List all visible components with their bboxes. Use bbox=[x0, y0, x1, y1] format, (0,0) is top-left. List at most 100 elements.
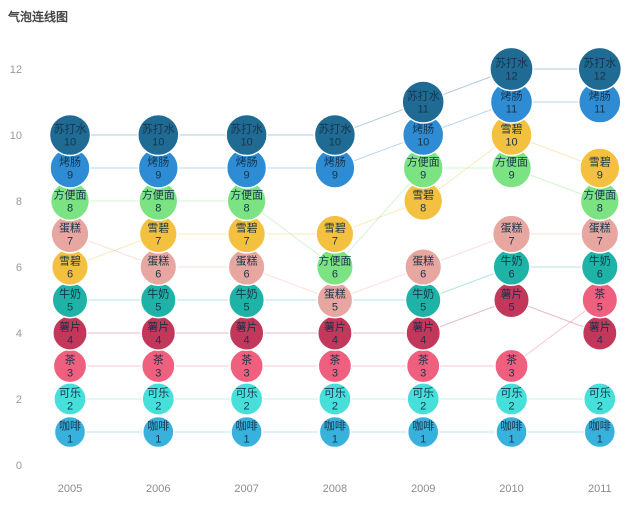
bubble-value: 9 bbox=[508, 170, 514, 182]
bubble-label: 可乐 bbox=[236, 387, 258, 400]
bubble-label: 薯片 bbox=[501, 288, 523, 301]
bubble-value: 1 bbox=[155, 434, 161, 446]
bubble-label: 咖啡 bbox=[589, 419, 611, 433]
bubble-label: 方便面 bbox=[230, 188, 263, 202]
bubble-value: 2 bbox=[67, 401, 73, 413]
bubble-苏打水[interactable] bbox=[401, 80, 446, 124]
bubble-label: 可乐 bbox=[59, 387, 81, 400]
bubble-蛋糕[interactable] bbox=[491, 214, 532, 254]
bubble-value: 9 bbox=[332, 170, 338, 182]
bubble-label: 薯片 bbox=[236, 321, 258, 334]
bubble-label: 苏打水 bbox=[495, 56, 528, 70]
bubble-苏打水[interactable] bbox=[225, 113, 268, 157]
bubble-咖啡[interactable] bbox=[495, 415, 528, 449]
bubble-咖啡[interactable] bbox=[583, 415, 617, 449]
series-line-方便面 bbox=[334, 167, 424, 268]
bubble-value: 10 bbox=[329, 137, 341, 149]
bubble-label: 可乐 bbox=[147, 387, 169, 400]
bubble-label: 烤肠 bbox=[147, 155, 169, 169]
bubble-label: 方便面 bbox=[318, 254, 351, 268]
bubble-value: 9 bbox=[67, 170, 73, 182]
bubble-label: 咖啡 bbox=[147, 419, 169, 433]
bubble-咖啡[interactable] bbox=[230, 415, 263, 449]
bubble-value: 12 bbox=[505, 71, 517, 83]
bubble-苏打水[interactable] bbox=[577, 46, 623, 92]
bubble-苏打水[interactable] bbox=[48, 113, 92, 157]
bubble-label: 烤肠 bbox=[324, 155, 346, 169]
bubble-value: 1 bbox=[597, 434, 603, 446]
bubble-label: 雪碧 bbox=[589, 156, 611, 169]
y-axis-tick-label: 2 bbox=[16, 394, 22, 406]
bubble-label: 苏打水 bbox=[583, 56, 616, 70]
bubble-label: 咖啡 bbox=[324, 419, 346, 433]
bubble-value: 8 bbox=[67, 203, 73, 215]
x-axis-year-label: 2009 bbox=[411, 483, 435, 495]
bubble-label: 薯片 bbox=[324, 321, 346, 334]
bubble-value: 11 bbox=[594, 104, 605, 116]
bubble-value: 8 bbox=[597, 203, 603, 215]
bubble-咖啡[interactable] bbox=[142, 415, 175, 449]
bubble-value: 8 bbox=[420, 203, 426, 215]
bubble-value: 5 bbox=[67, 302, 73, 314]
x-axis-year-label: 2006 bbox=[146, 483, 170, 495]
bubble-value: 12 bbox=[594, 71, 606, 83]
bubble-蛋糕[interactable] bbox=[404, 247, 443, 287]
bubble-label: 咖啡 bbox=[59, 419, 81, 433]
bubble-label: 薯片 bbox=[147, 321, 169, 334]
bubble-label: 蛋糕 bbox=[59, 221, 81, 235]
bubble-value: 9 bbox=[155, 170, 161, 182]
bubble-value: 3 bbox=[420, 368, 426, 380]
bubble-value: 6 bbox=[597, 269, 603, 281]
bubble-value: 4 bbox=[420, 335, 426, 347]
bubble-value: 6 bbox=[67, 269, 73, 281]
bubble-value: 9 bbox=[420, 170, 426, 182]
y-axis-tick-label: 12 bbox=[10, 64, 22, 76]
bubble-苏打水[interactable] bbox=[489, 46, 534, 92]
bubble-value: 10 bbox=[505, 137, 517, 149]
bubble-茶[interactable] bbox=[494, 348, 529, 384]
bubble-label: 雪碧 bbox=[324, 222, 346, 235]
x-axis-year-label: 2005 bbox=[58, 483, 82, 495]
bubble-value: 5 bbox=[244, 302, 250, 314]
bubble-value: 10 bbox=[152, 137, 164, 149]
y-axis-tick-label: 6 bbox=[16, 262, 22, 274]
bubble-value: 2 bbox=[420, 401, 426, 413]
bubble-label: 茶 bbox=[65, 354, 76, 367]
bubble-value: 4 bbox=[332, 335, 338, 347]
bubble-label: 薯片 bbox=[589, 321, 611, 334]
bubble-value: 1 bbox=[67, 434, 73, 446]
bubble-value: 6 bbox=[420, 269, 426, 281]
bubble-label: 雪碧 bbox=[501, 123, 523, 136]
bubble-label: 咖啡 bbox=[412, 419, 434, 433]
x-axis-year-label: 2011 bbox=[588, 483, 612, 495]
bubble-咖啡[interactable] bbox=[406, 415, 440, 449]
bubble-苏打水[interactable] bbox=[313, 113, 357, 157]
bubble-value: 9 bbox=[597, 170, 603, 182]
bubble-咖啡[interactable] bbox=[53, 415, 87, 449]
bubble-label: 茶 bbox=[329, 354, 340, 367]
bubble-value: 10 bbox=[417, 137, 429, 149]
y-axis-tick-label: 4 bbox=[16, 328, 22, 340]
bubble-value: 10 bbox=[64, 137, 76, 149]
bubble-value: 1 bbox=[244, 434, 250, 446]
bubble-label: 蛋糕 bbox=[412, 254, 434, 268]
bubble-label: 可乐 bbox=[501, 387, 523, 400]
bubble-苏打水[interactable] bbox=[137, 113, 180, 157]
bubble-label: 苏打水 bbox=[54, 122, 87, 136]
bubble-label: 咖啡 bbox=[236, 419, 258, 433]
bubble-咖啡[interactable] bbox=[318, 415, 352, 449]
bubble-雪碧[interactable] bbox=[579, 147, 621, 189]
bubble-label: 方便面 bbox=[407, 155, 440, 169]
bubble-label: 牛奶 bbox=[59, 287, 81, 301]
bubble-雪碧[interactable] bbox=[315, 214, 355, 254]
bubble-value: 6 bbox=[332, 269, 338, 281]
bubble-label: 茶 bbox=[418, 354, 429, 367]
bubble-value: 8 bbox=[155, 203, 161, 215]
bubble-value: 3 bbox=[67, 368, 73, 380]
bubble-label: 可乐 bbox=[324, 387, 346, 400]
bubble-label: 苏打水 bbox=[142, 122, 175, 136]
bubble-label: 雪碧 bbox=[59, 255, 81, 268]
bubble-label: 方便面 bbox=[495, 155, 528, 169]
bubble-可乐[interactable] bbox=[582, 382, 617, 416]
